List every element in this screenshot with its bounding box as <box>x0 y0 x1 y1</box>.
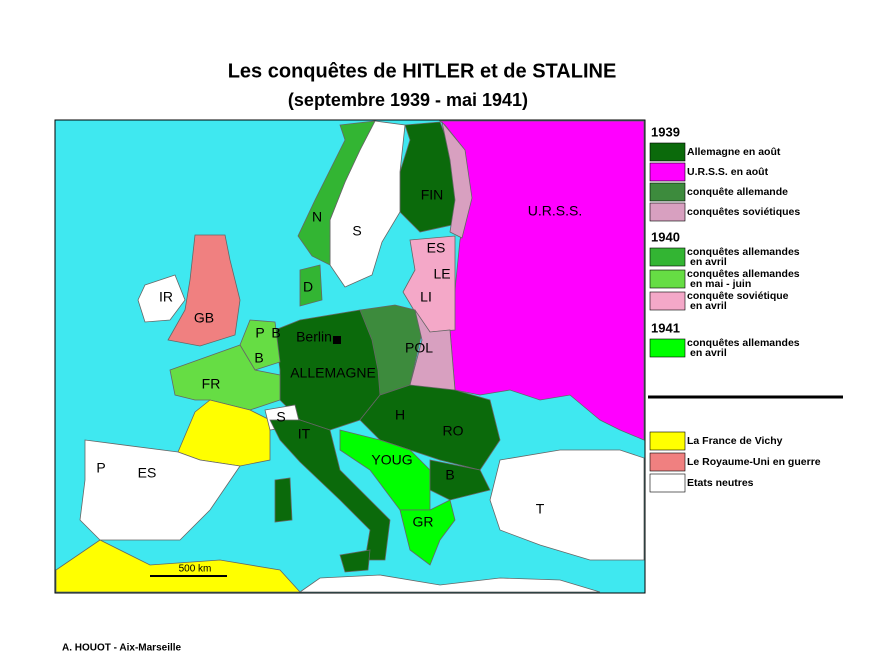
soviet-finland <box>441 121 473 239</box>
greece <box>399 499 456 566</box>
map-label: RO <box>443 423 464 439</box>
map-label: B <box>271 325 280 341</box>
berlin-marker <box>333 336 341 344</box>
scale-label: 500 km <box>179 564 212 575</box>
iberia <box>79 439 241 541</box>
map-label: ES <box>427 240 446 256</box>
credit: A. HOUOT - Aix-Marseille <box>62 643 182 654</box>
map-label: S <box>352 223 361 239</box>
sicily <box>339 549 371 573</box>
map-label: ES <box>138 465 157 481</box>
sardinia <box>274 477 293 523</box>
title: Les conquêtes de HITLER et de STALINE <box>228 60 617 82</box>
legend-swatch <box>649 338 686 358</box>
map-label: IR <box>159 289 173 305</box>
legend-year: 1940 <box>651 229 680 244</box>
legend-label: conquêtes allemandes <box>687 246 800 258</box>
denmark <box>299 264 323 307</box>
legend-label: conquête allemande <box>687 186 788 198</box>
legend-label: Etats neutres <box>687 477 754 489</box>
legend-label: conquêtes allemandes <box>687 337 800 349</box>
legend-swatch <box>649 452 686 472</box>
legend-swatch <box>649 431 686 451</box>
legend-swatch <box>649 247 686 267</box>
map-label: P <box>255 325 264 341</box>
legend-year: 1941 <box>651 320 680 335</box>
map-label: FIN <box>421 187 444 203</box>
legend-label: en avril <box>690 256 727 268</box>
map-label: D <box>303 279 313 295</box>
legend-label: U.R.S.S. en août <box>687 166 769 178</box>
map-label: S <box>276 409 285 425</box>
italy <box>269 419 391 561</box>
benelux <box>239 319 281 371</box>
map: 500 km <box>54 119 646 594</box>
map-label: P <box>96 460 105 476</box>
map-label: LE <box>433 266 450 282</box>
legend-label: en avril <box>690 347 727 359</box>
legend-label: Allemagne en août <box>687 146 781 158</box>
urss <box>438 120 645 441</box>
legend-label: La France de Vichy <box>687 435 783 447</box>
legend-swatch <box>649 162 686 182</box>
legend-swatch <box>649 202 686 222</box>
legend-swatch <box>649 269 686 289</box>
north-africa <box>55 539 301 593</box>
legend-swatch <box>649 142 686 162</box>
map-label: H <box>395 407 405 423</box>
great-britain <box>167 234 241 347</box>
legend-swatch <box>649 473 686 493</box>
turkey <box>489 449 645 561</box>
bulgaria <box>429 459 491 501</box>
map-label: IT <box>298 426 311 442</box>
occupied-france <box>169 344 281 411</box>
map-label: Berlin <box>296 329 332 345</box>
legend: 1939 Allemagne en août U.R.S.S. en août con… <box>649 124 821 493</box>
map-label: YOUG <box>371 452 412 468</box>
map-label: B <box>445 467 454 483</box>
ireland <box>137 274 186 323</box>
legend-swatch <box>649 182 686 202</box>
map-label: T <box>536 501 545 517</box>
subtitle: (septembre 1939 - mai 1941) <box>288 90 528 110</box>
map-label: U.R.S.S. <box>528 203 582 219</box>
legend-label: conquête soviétique <box>687 290 789 302</box>
legend-label: Le Royaume-Uni en guerre <box>687 456 821 468</box>
map-label: LI <box>420 289 432 305</box>
legend-label: en avril <box>690 300 727 312</box>
map-label: GB <box>194 310 214 326</box>
map-label: POL <box>405 340 433 356</box>
legend-year: 1939 <box>651 124 680 139</box>
libya-egypt <box>298 574 601 593</box>
legend-label: en mai - juin <box>690 278 751 290</box>
legend-label: conquêtes soviétiques <box>687 206 800 218</box>
map-label: GR <box>413 514 434 530</box>
map-label: N <box>312 209 322 225</box>
norway <box>297 120 376 266</box>
map-label: B <box>254 350 263 366</box>
legend-label: conquêtes allemandes <box>687 268 800 280</box>
map-label: ALLEMAGNE <box>290 365 376 381</box>
legend-swatch <box>649 291 686 311</box>
map-label: FR <box>202 376 221 392</box>
